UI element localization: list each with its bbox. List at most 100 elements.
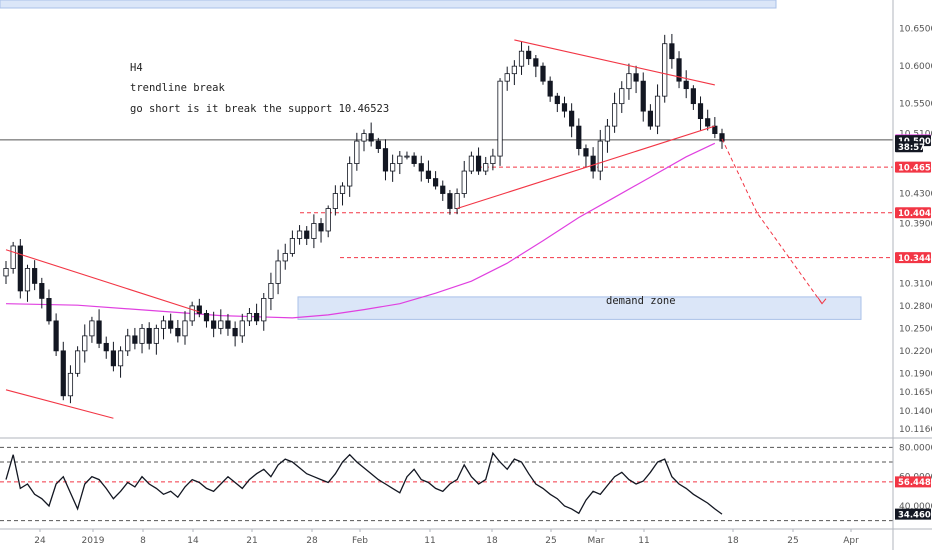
- candle-body: [182, 320, 188, 337]
- price-tick-label: 10.65000: [899, 25, 932, 35]
- price-tick-label: 10.31000: [899, 279, 932, 289]
- candle-body: [526, 50, 532, 60]
- candle-body: [96, 320, 102, 344]
- candle-body: [454, 193, 460, 209]
- price-tag: [895, 252, 931, 264]
- candle-body: [203, 312, 210, 322]
- time-tick-label: Mar: [588, 536, 605, 546]
- candle-body: [619, 88, 625, 105]
- candle-body: [339, 185, 346, 194]
- trendline-channel-lower[interactable]: [456, 125, 716, 210]
- price-tick-label: 10.39000: [899, 220, 932, 230]
- candle-body: [676, 58, 682, 82]
- time-tick-label: 18: [727, 536, 739, 546]
- candle-body: [67, 372, 74, 397]
- candle-body: [175, 327, 181, 337]
- candle-body: [569, 110, 575, 127]
- candle-body: [253, 312, 260, 322]
- projection-arrowhead: [817, 297, 827, 305]
- candle-body: [89, 320, 95, 337]
- rsi-tick-label: 40.0000: [899, 502, 932, 512]
- candle-body: [490, 155, 496, 164]
- candle-body: [354, 140, 360, 164]
- candle-body: [468, 155, 475, 172]
- candle-body: [282, 253, 288, 262]
- candle-body: [46, 298, 52, 322]
- candle-body: [275, 260, 281, 284]
- candle-body: [712, 125, 718, 135]
- annotation-go-short: go short is it break the support 10.4652…: [130, 103, 390, 115]
- candle-body: [82, 335, 88, 352]
- candle-body: [597, 140, 603, 172]
- candle-body: [590, 155, 596, 172]
- price-tag-label: 10.40438: [898, 209, 932, 219]
- price-tag-label: 38:57: [898, 143, 925, 153]
- candle-body: [697, 103, 704, 120]
- candle-body: [440, 185, 446, 194]
- candle-body: [418, 163, 424, 172]
- trendline-channel-upper[interactable]: [514, 39, 715, 86]
- candle-body: [117, 350, 124, 367]
- rsi-current-tag: [895, 508, 931, 520]
- candle-body: [612, 103, 618, 127]
- candle-body: [475, 155, 482, 172]
- candle-body: [39, 283, 45, 299]
- timeframe-label: H4: [130, 62, 143, 74]
- price-tick-label: 10.28000: [899, 302, 932, 312]
- price-tick-label: 10.25000: [899, 324, 932, 334]
- candle-body: [189, 305, 195, 322]
- time-tick-label: 25: [545, 536, 556, 546]
- candle-body: [368, 133, 374, 142]
- time-tick-label: 18: [486, 536, 498, 546]
- candle-body: [561, 103, 568, 112]
- candle-body: [232, 327, 238, 337]
- candle-body: [268, 283, 274, 299]
- candle-body: [225, 320, 231, 329]
- rsi-level-tag: [895, 476, 931, 488]
- candle-body: [296, 230, 303, 239]
- candle-body: [75, 350, 81, 374]
- candle-body: [160, 320, 167, 329]
- price-tick-label: 10.16500: [899, 388, 932, 398]
- candle-body: [311, 223, 317, 239]
- candle-body: [425, 170, 432, 179]
- candle-body: [53, 320, 59, 352]
- candle-body: [497, 80, 503, 157]
- candle-body: [325, 208, 331, 232]
- candle-body: [690, 88, 696, 105]
- time-tick-label: 28: [306, 536, 318, 546]
- candle-body: [533, 58, 539, 67]
- top-zone-strip: [0, 0, 777, 9]
- price-tag-label: 10.34440: [898, 254, 932, 264]
- candle-body: [483, 163, 489, 172]
- candle-body: [390, 163, 396, 172]
- candle-body: [432, 178, 439, 187]
- price-tick-label: 10.60000: [899, 62, 932, 72]
- candle-body: [547, 80, 553, 97]
- candle-body: [504, 73, 510, 82]
- candle-body: [576, 125, 582, 149]
- candle-body: [332, 193, 338, 209]
- candle-body: [239, 320, 245, 337]
- time-tick-label: 11: [424, 536, 435, 546]
- trendline-upper-descending[interactable]: [5, 249, 200, 313]
- candle-body: [289, 238, 296, 254]
- price-tick-label: 10.11600: [899, 425, 932, 435]
- candle-body: [246, 312, 253, 322]
- candle-body: [110, 350, 116, 367]
- price-tag: [895, 207, 931, 219]
- demand-zone-label: demand zone: [606, 295, 676, 307]
- candle-body: [640, 80, 646, 112]
- candle-body: [375, 140, 381, 149]
- candle-body: [583, 148, 589, 157]
- time-tick-label: 8: [140, 536, 146, 546]
- trendline-lower-descending-left[interactable]: [5, 389, 114, 419]
- time-tick-label: 2019: [82, 536, 105, 546]
- candle-body: [125, 335, 131, 352]
- candle-body: [719, 133, 725, 142]
- candle-body: [397, 155, 403, 164]
- moving-average-line: [5, 142, 716, 319]
- candle-body: [626, 73, 632, 90]
